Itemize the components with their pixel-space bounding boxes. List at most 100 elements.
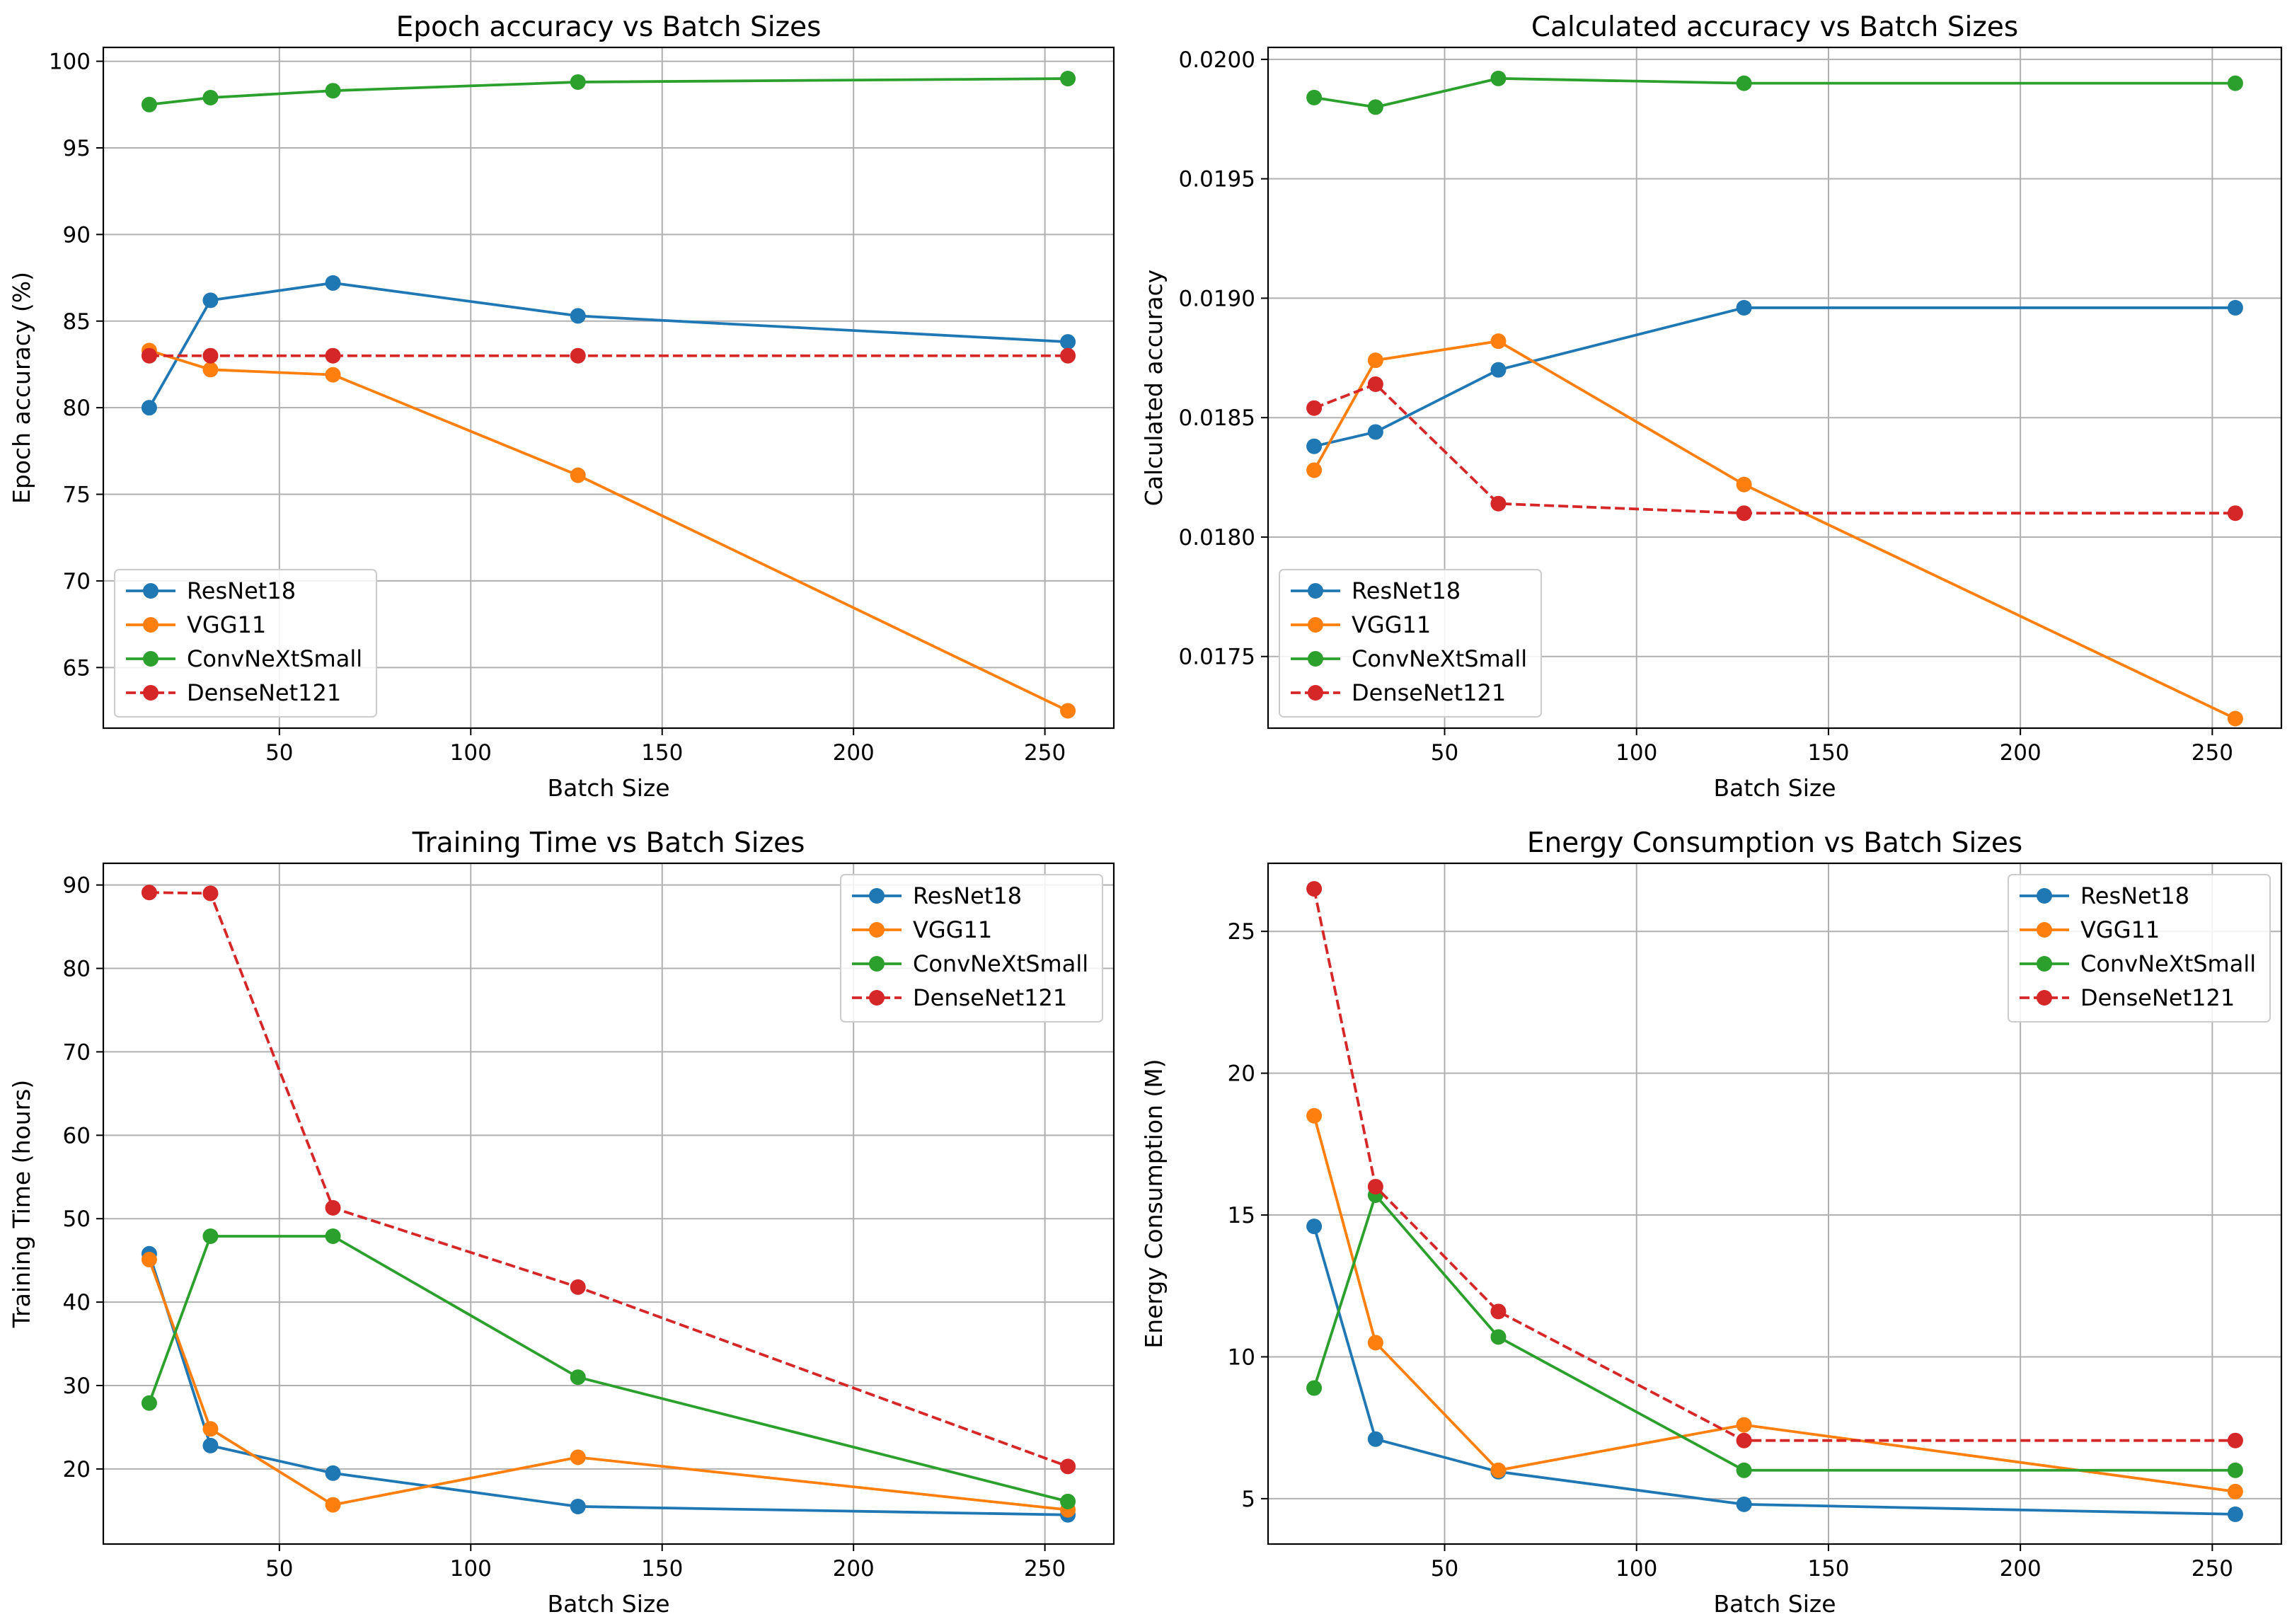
data-point [141,885,157,901]
x-tick-label: 150 [1807,740,1849,766]
series-resnet18 [141,1245,1076,1523]
y-tick-label: 85 [63,309,91,335]
data-point [1367,1335,1383,1351]
data-point [1060,703,1076,719]
legend-label: DenseNet121 [187,679,341,706]
legend-label: DenseNet121 [913,984,1067,1011]
data-point [570,1369,586,1386]
legend-entry-densenet121: DenseNet121 [2020,984,2235,1011]
legend-label: ResNet18 [187,577,296,604]
x-tick-label: 250 [2192,1556,2233,1582]
y-tick-label: 65 [63,655,91,681]
data-point [2227,1483,2243,1499]
y-tick-label: 60 [63,1123,91,1148]
x-tick-label: 200 [2000,1556,2042,1582]
data-point [202,1421,219,1437]
data-point [1490,495,1507,512]
data-point [1306,462,1323,478]
data-point [2227,1462,2243,1478]
y-tick-label: 70 [63,569,91,594]
data-point [570,1498,586,1514]
series-convnextsmall [141,1228,1076,1509]
legend-entry-densenet121: DenseNet121 [126,679,341,706]
x-tick-label: 100 [1616,1556,1657,1582]
x-tick-label: 150 [1807,1556,1849,1582]
series-resnet18 [1306,299,2243,454]
legend-marker [1308,651,1323,667]
data-point [325,1465,341,1481]
data-point [1306,881,1323,897]
data-point [141,1395,157,1411]
legend-label: VGG11 [913,916,992,943]
data-point [141,347,157,364]
data-point [1306,438,1323,454]
data-point [202,1437,219,1453]
data-point [2227,1506,2243,1522]
data-point [1060,347,1076,364]
y-tick-label: 20 [1228,1061,1255,1087]
y-tick-label: 0.0190 [1179,286,1255,311]
data-point [1060,1458,1076,1475]
legend-label: VGG11 [1352,611,1431,638]
series-vgg11 [1306,333,2243,727]
legend-entry-vgg11: VGG11 [1291,611,1431,638]
data-point [141,400,157,416]
legend-marker [2037,922,2052,938]
data-point [1306,400,1323,416]
data-point [1736,1417,1752,1433]
data-point [1490,1329,1507,1345]
data-point [1490,362,1507,378]
data-point [325,275,341,291]
y-tick-label: 0.0185 [1179,405,1255,431]
series-densenet121 [1306,881,2243,1449]
data-point [1060,71,1076,87]
legend-entry-vgg11: VGG11 [852,916,992,943]
legend-marker [869,922,885,938]
legend-entry-convnextsmall: ConvNeXtSmall [2020,950,2256,977]
data-point [202,347,219,364]
legend-entry-densenet121: DenseNet121 [1291,679,1506,706]
chart-3: 50 100 150 200 250 20 30 40 50 60 70 80 90 Training T… [8,827,1115,1618]
series-resnet18 [141,275,1076,416]
legend-marker [143,617,159,633]
data-point [2227,505,2243,522]
legend-entry-resnet18: ResNet18 [852,882,1022,909]
x-tick-label: 50 [1431,1556,1458,1582]
legend-entry-convnextsmall: ConvNeXtSmall [852,950,1088,977]
chart-4: 50 100 150 200 250 5 10 15 20 25 Energy Consumptio… [1140,827,2283,1618]
legend-marker [869,956,885,972]
data-point [1367,99,1383,115]
data-point [1736,75,1752,91]
series-vgg11 [1306,1107,2243,1499]
y-tick-label: 20 [63,1457,91,1482]
legend-marker [1308,685,1323,701]
legend-entry-resnet18: ResNet18 [2020,882,2189,909]
chart-1: 50 100 150 200 250 65 70 75 80 85 90 95 100 Epoch acc… [8,11,1115,802]
data-point [1490,1462,1507,1478]
axes-frame [102,862,1115,1545]
data-point [1490,1303,1507,1320]
data-point [570,1449,586,1465]
y-tick-label: 80 [63,396,91,421]
data-point [2227,75,2243,91]
y-tick-label: 90 [63,222,91,248]
data-point [202,885,219,902]
data-point [1367,424,1383,440]
series-densenet121 [1306,376,2243,522]
series-convnextsmall [1306,70,2243,115]
data-point [141,96,157,113]
data-point [325,83,341,99]
data-point [1367,376,1383,392]
data-point [1490,333,1507,350]
y-axis-label: Energy Consumption (M) [1140,1059,1168,1348]
series-vgg11 [141,342,1076,719]
legend-label: ConvNeXtSmall [2080,950,2256,977]
legend-label: DenseNet121 [2080,984,2235,1011]
chart-title: Epoch accuracy vs Batch Sizes [396,11,822,43]
data-point [1060,1493,1076,1509]
x-tick-label: 250 [1024,740,1066,766]
data-point [1490,70,1507,86]
y-tick-label: 0.0200 [1179,47,1255,73]
data-point [1736,1496,1752,1512]
